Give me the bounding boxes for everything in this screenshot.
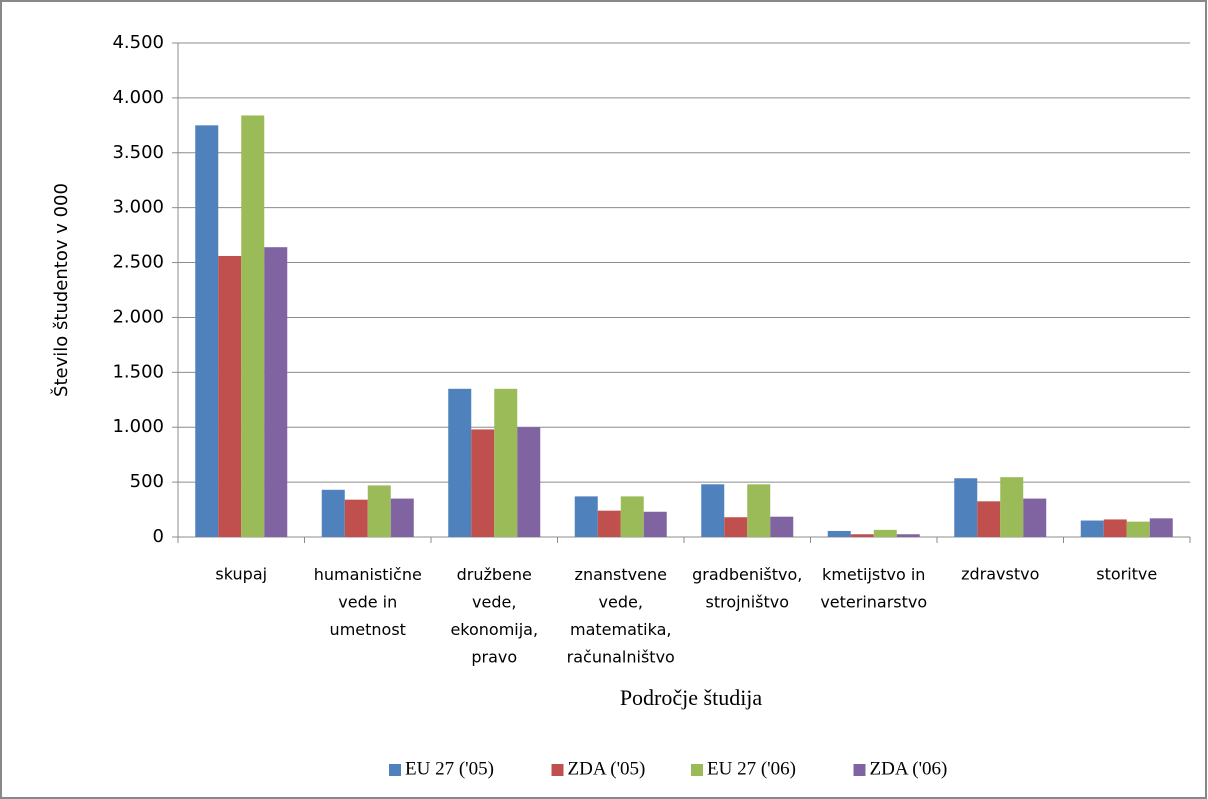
y-tick-label: 3.500 xyxy=(112,142,164,163)
legend-swatch xyxy=(551,764,564,776)
x-tick-label: storitve xyxy=(1096,565,1157,584)
bar xyxy=(954,478,978,537)
y-tick-label: 2.000 xyxy=(112,306,164,327)
bar xyxy=(241,115,265,537)
bar xyxy=(517,427,541,537)
x-tick-label: znanstvene vede, matematika, računalništvo xyxy=(567,565,675,667)
y-tick-label: 4.500 xyxy=(112,32,164,53)
bar xyxy=(701,484,725,537)
legend-label: ZDA ('05) xyxy=(568,758,646,779)
x-axis-title: Področje študija xyxy=(620,685,763,710)
bar xyxy=(1103,519,1127,537)
bar xyxy=(1023,498,1047,537)
bar xyxy=(724,517,748,537)
y-axis-title: Število študentov v 000 xyxy=(50,183,72,397)
bar xyxy=(574,496,598,537)
x-tick-label: kmetijstvo in veterinarstvo xyxy=(820,565,927,612)
bar xyxy=(390,498,414,537)
bar xyxy=(597,510,621,537)
y-tick-label: 2.500 xyxy=(112,252,164,273)
legend-label: EU 27 ('05) xyxy=(405,758,494,779)
bar xyxy=(827,530,851,537)
bar xyxy=(977,501,1001,537)
bar xyxy=(896,534,920,537)
bar xyxy=(448,388,472,537)
bar xyxy=(1080,520,1104,537)
bar xyxy=(1126,521,1150,537)
bar xyxy=(873,529,897,537)
legend-label: EU 27 ('06) xyxy=(707,758,796,779)
x-tick-label: humanistične vede in umetnost xyxy=(314,565,422,639)
bar xyxy=(195,125,219,537)
bar xyxy=(620,496,644,537)
y-tick-label: 4.000 xyxy=(112,87,164,108)
x-tick-label: zdravstvo xyxy=(961,565,1039,584)
bar xyxy=(1000,477,1024,537)
bar xyxy=(643,511,667,537)
bar xyxy=(471,429,495,537)
bar xyxy=(367,485,391,537)
y-tick-label: 500 xyxy=(130,471,164,492)
bar xyxy=(218,255,242,538)
bar xyxy=(850,534,874,537)
y-tick-label: 1.000 xyxy=(112,416,164,437)
bar xyxy=(770,516,794,537)
x-tick-label: družbene vede, ekonomija, pravo xyxy=(450,565,538,667)
bar xyxy=(321,489,345,537)
bar xyxy=(1149,518,1173,537)
x-tick-label: skupaj xyxy=(215,565,267,584)
y-tick-label: 3.000 xyxy=(112,197,164,218)
bar xyxy=(494,388,518,537)
bar xyxy=(747,484,771,537)
y-tick-label: 1.500 xyxy=(112,361,164,382)
legend-swatch xyxy=(691,764,703,776)
legend-swatch xyxy=(389,764,401,776)
x-tick-label: gradbeništvo, strojništvo xyxy=(692,565,802,612)
bar xyxy=(344,499,368,537)
legend-swatch xyxy=(853,764,866,776)
bar xyxy=(264,247,288,538)
y-tick-label: 0 xyxy=(153,526,164,547)
legend-label: ZDA ('06) xyxy=(870,758,948,779)
